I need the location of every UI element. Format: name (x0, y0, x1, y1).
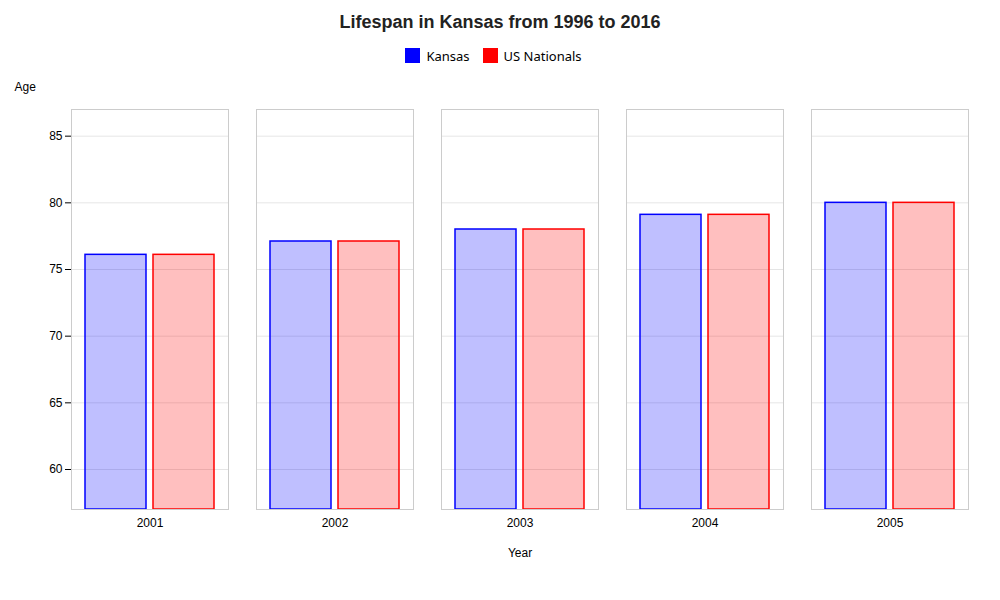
svg-text:Age: Age (15, 80, 37, 94)
svg-text:2003: 2003 (507, 516, 534, 530)
svg-text:85: 85 (49, 129, 63, 143)
svg-text:80: 80 (49, 195, 63, 209)
svg-text:2005: 2005 (877, 516, 904, 530)
html-text:Lifespan in Kansas from 1996 t: Lifespan in Kansas from 1996 to 2016 (339, 12, 661, 32)
svg-text:75: 75 (49, 262, 63, 276)
svg-text:70: 70 (49, 329, 63, 343)
svg-text:65: 65 (49, 395, 63, 409)
svg-text:60: 60 (49, 462, 63, 476)
html-text:Kansas: Kansas (426, 46, 470, 65)
svg-text:Year: Year (508, 545, 532, 559)
svg-text:2001: 2001 (137, 516, 164, 530)
html-text:US Nationals: US Nationals (503, 46, 582, 65)
svg-text:2002: 2002 (322, 516, 349, 530)
svg-text:2004: 2004 (692, 516, 719, 530)
